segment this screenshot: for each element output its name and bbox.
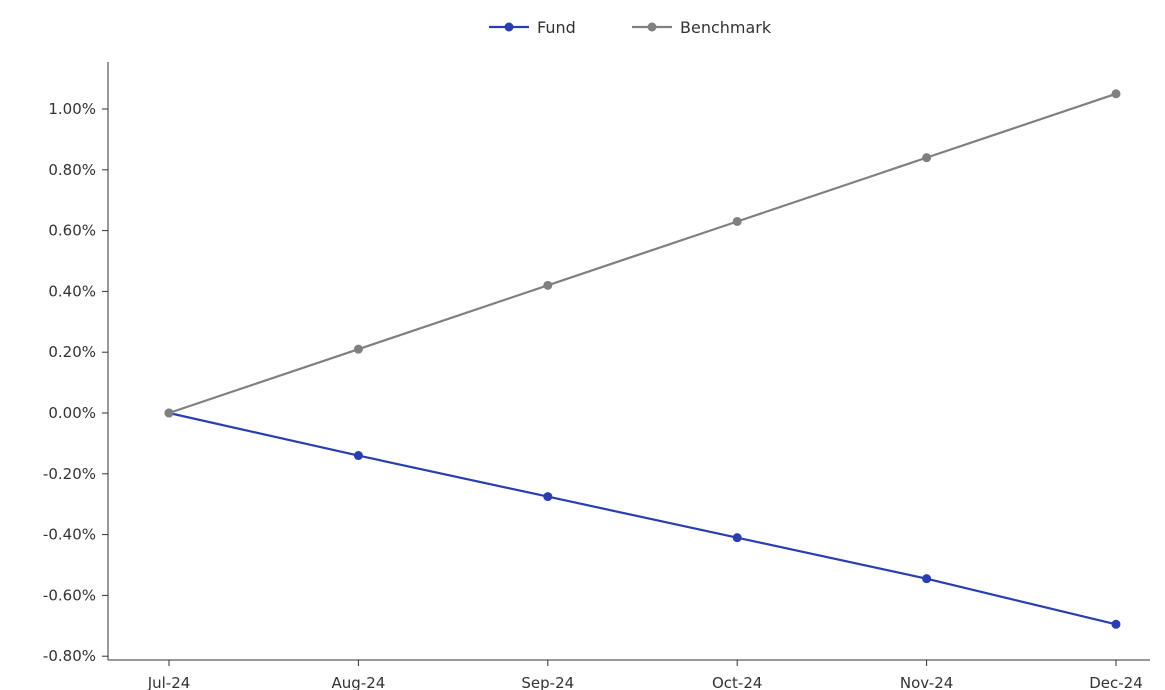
legend-label: Benchmark	[680, 18, 772, 37]
data-point-benchmark	[732, 216, 742, 226]
y-tick-label: 0.00%	[48, 404, 96, 422]
y-tick-label: -0.40%	[43, 526, 96, 544]
x-tick-label: Sep-24	[521, 674, 574, 690]
series-fund	[164, 408, 1121, 629]
data-point-benchmark	[922, 153, 932, 163]
x-axis: Jul-24 Aug-24 Sep-24 Oct-24 Nov-24 Dec-24	[108, 659, 1150, 690]
series-benchmark	[164, 89, 1121, 418]
series-layer	[164, 89, 1121, 629]
x-tick-label: Aug-24	[332, 674, 386, 690]
y-tick-label: 0.80%	[48, 161, 96, 179]
legend-swatch-marker	[504, 22, 514, 32]
x-tick-label: Nov-24	[900, 674, 953, 690]
y-tick-label: 0.20%	[48, 343, 96, 361]
y-tick-label: 1.00%	[48, 100, 96, 118]
y-tick-label: 0.60%	[48, 222, 96, 240]
data-point-fund	[732, 533, 742, 543]
legend-item-fund: Fund	[489, 18, 576, 37]
legend-item-benchmark: Benchmark	[632, 18, 772, 37]
data-point-benchmark	[164, 408, 174, 418]
x-tick-label: Oct-24	[712, 674, 762, 690]
legend-label: Fund	[537, 18, 576, 37]
data-point-benchmark	[1111, 89, 1121, 99]
y-tick-label: -0.60%	[43, 586, 96, 604]
x-tick-label: Dec-24	[1089, 674, 1143, 690]
data-point-benchmark	[543, 280, 553, 290]
x-tick-label: Jul-24	[147, 674, 191, 690]
legend: Fund Benchmark	[489, 18, 772, 37]
y-axis: -0.80% -0.60% -0.40% -0.20% 0.00% 0.20% 0.40% 0…	[43, 62, 109, 665]
data-point-benchmark	[353, 344, 363, 354]
data-point-fund	[922, 574, 932, 584]
y-tick-label: 0.40%	[48, 282, 96, 300]
y-tick-label: -0.20%	[43, 465, 96, 483]
series-line-fund	[168, 411, 1117, 626]
data-point-fund	[543, 492, 553, 502]
data-point-fund	[353, 451, 363, 461]
data-point-fund	[1111, 619, 1121, 629]
series-line-benchmark	[168, 92, 1117, 415]
y-tick-label: -0.80%	[43, 647, 96, 665]
legend-swatch-marker	[647, 22, 657, 32]
